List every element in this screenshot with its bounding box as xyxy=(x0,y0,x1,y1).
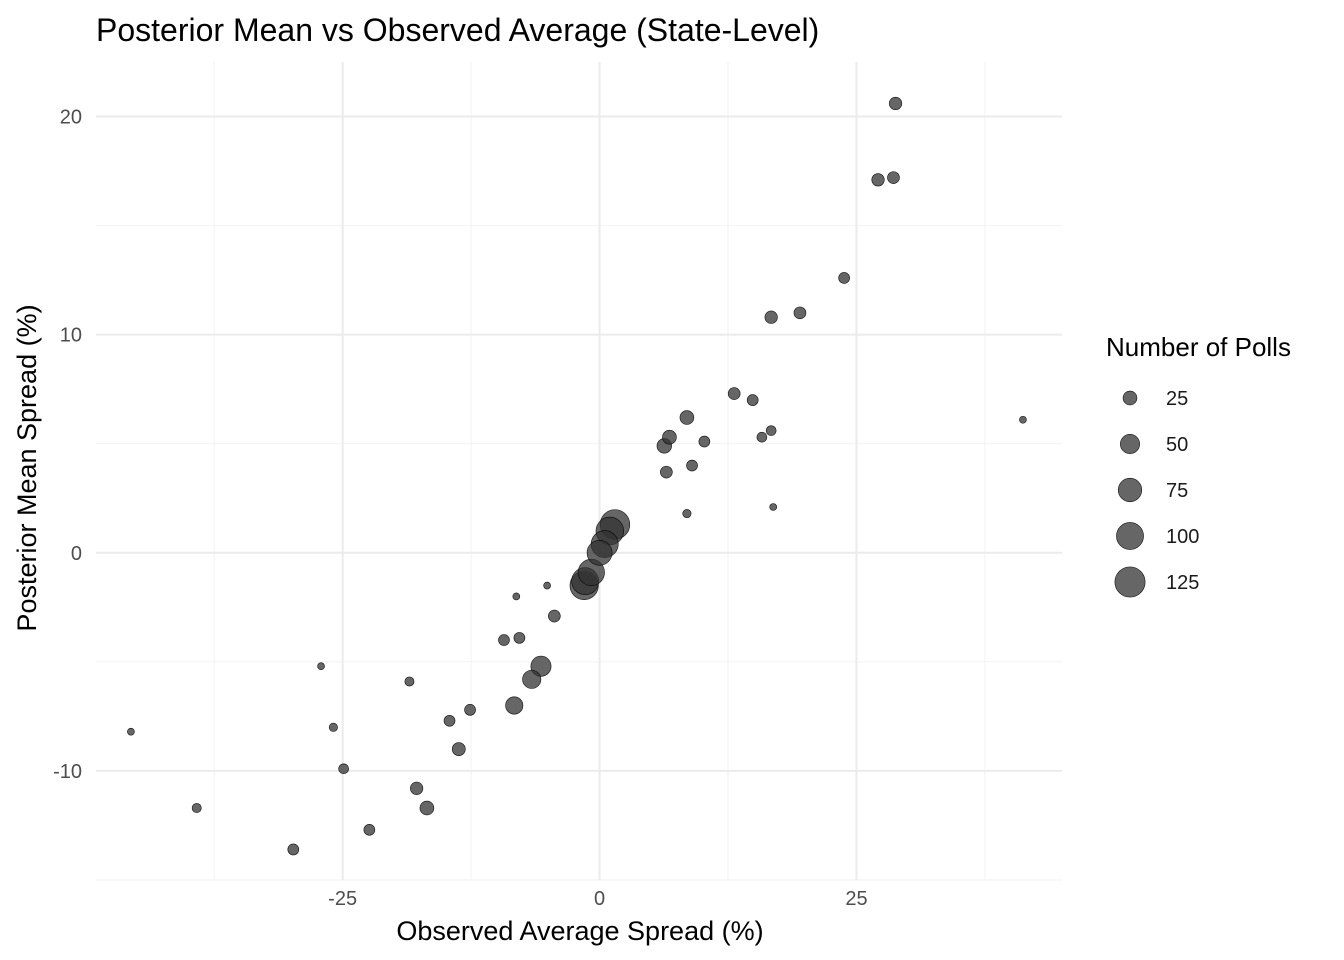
legend-key-circle xyxy=(1116,522,1144,550)
data-point xyxy=(317,662,325,671)
data-point xyxy=(328,722,338,732)
data-point xyxy=(586,539,613,566)
x-tick-label: -25 xyxy=(328,888,357,910)
x-tick-label: 0 xyxy=(594,888,605,910)
data-point xyxy=(505,696,524,715)
legend-title: Number of Polls xyxy=(1106,332,1291,362)
data-point xyxy=(746,394,759,406)
legend-key-circle xyxy=(1120,434,1140,454)
data-point xyxy=(522,669,542,689)
data-point xyxy=(679,410,695,425)
legend-key-label: 50 xyxy=(1166,434,1188,456)
data-point xyxy=(548,609,561,623)
data-point xyxy=(765,425,777,436)
data-point xyxy=(660,465,673,479)
data-point xyxy=(727,387,741,400)
data-point xyxy=(498,634,510,646)
x-axis-title: Observed Average Spread (%) xyxy=(396,916,763,946)
data-point xyxy=(871,173,885,187)
data-point xyxy=(698,435,711,448)
y-tick-label: -10 xyxy=(53,761,82,783)
data-point xyxy=(769,503,778,511)
data-point xyxy=(404,676,415,687)
data-point xyxy=(682,509,692,519)
data-point xyxy=(443,714,456,727)
data-point xyxy=(1019,415,1027,424)
data-point xyxy=(464,704,476,716)
data-point xyxy=(838,272,850,284)
data-point xyxy=(686,459,698,472)
legend-key-label: 125 xyxy=(1166,572,1199,594)
legend-key-circle xyxy=(1114,566,1146,598)
data-point xyxy=(287,843,300,856)
data-point xyxy=(410,781,424,795)
grid xyxy=(96,62,1062,881)
tick-labels: -25 0 25 -10 0 10 20 xyxy=(53,107,867,910)
legend-key-label: 25 xyxy=(1166,388,1188,410)
data-point xyxy=(793,306,807,320)
data-point xyxy=(127,727,135,736)
y-tick-label: 20 xyxy=(60,107,82,129)
data-point xyxy=(662,429,677,445)
legend-key-label: 100 xyxy=(1166,526,1199,548)
data-point xyxy=(756,431,768,443)
legend-key-label: 75 xyxy=(1166,480,1188,502)
data-point xyxy=(363,824,376,836)
x-tick-label: 25 xyxy=(845,888,867,910)
data-point xyxy=(338,763,349,775)
data-point xyxy=(451,742,466,756)
legend: Number of Polls 25 50 75 100 125 xyxy=(1106,332,1291,598)
data-point xyxy=(513,632,526,644)
legend-keys: 25 50 75 100 125 xyxy=(1114,388,1199,598)
data-point xyxy=(191,803,202,813)
data-point xyxy=(888,96,903,111)
data-point xyxy=(512,592,521,601)
data-points xyxy=(127,96,1027,856)
y-tick-label: 0 xyxy=(71,543,82,565)
data-point xyxy=(764,310,778,324)
data-point xyxy=(419,800,435,816)
legend-key-circle xyxy=(1117,477,1143,503)
chart-title: Posterior Mean vs Observed Average (Stat… xyxy=(96,12,819,48)
y-axis-title: Posterior Mean Spread (%) xyxy=(12,304,42,631)
data-point xyxy=(887,171,900,184)
data-point xyxy=(543,581,551,590)
legend-key-circle xyxy=(1122,390,1138,406)
y-tick-label: 10 xyxy=(60,325,82,347)
